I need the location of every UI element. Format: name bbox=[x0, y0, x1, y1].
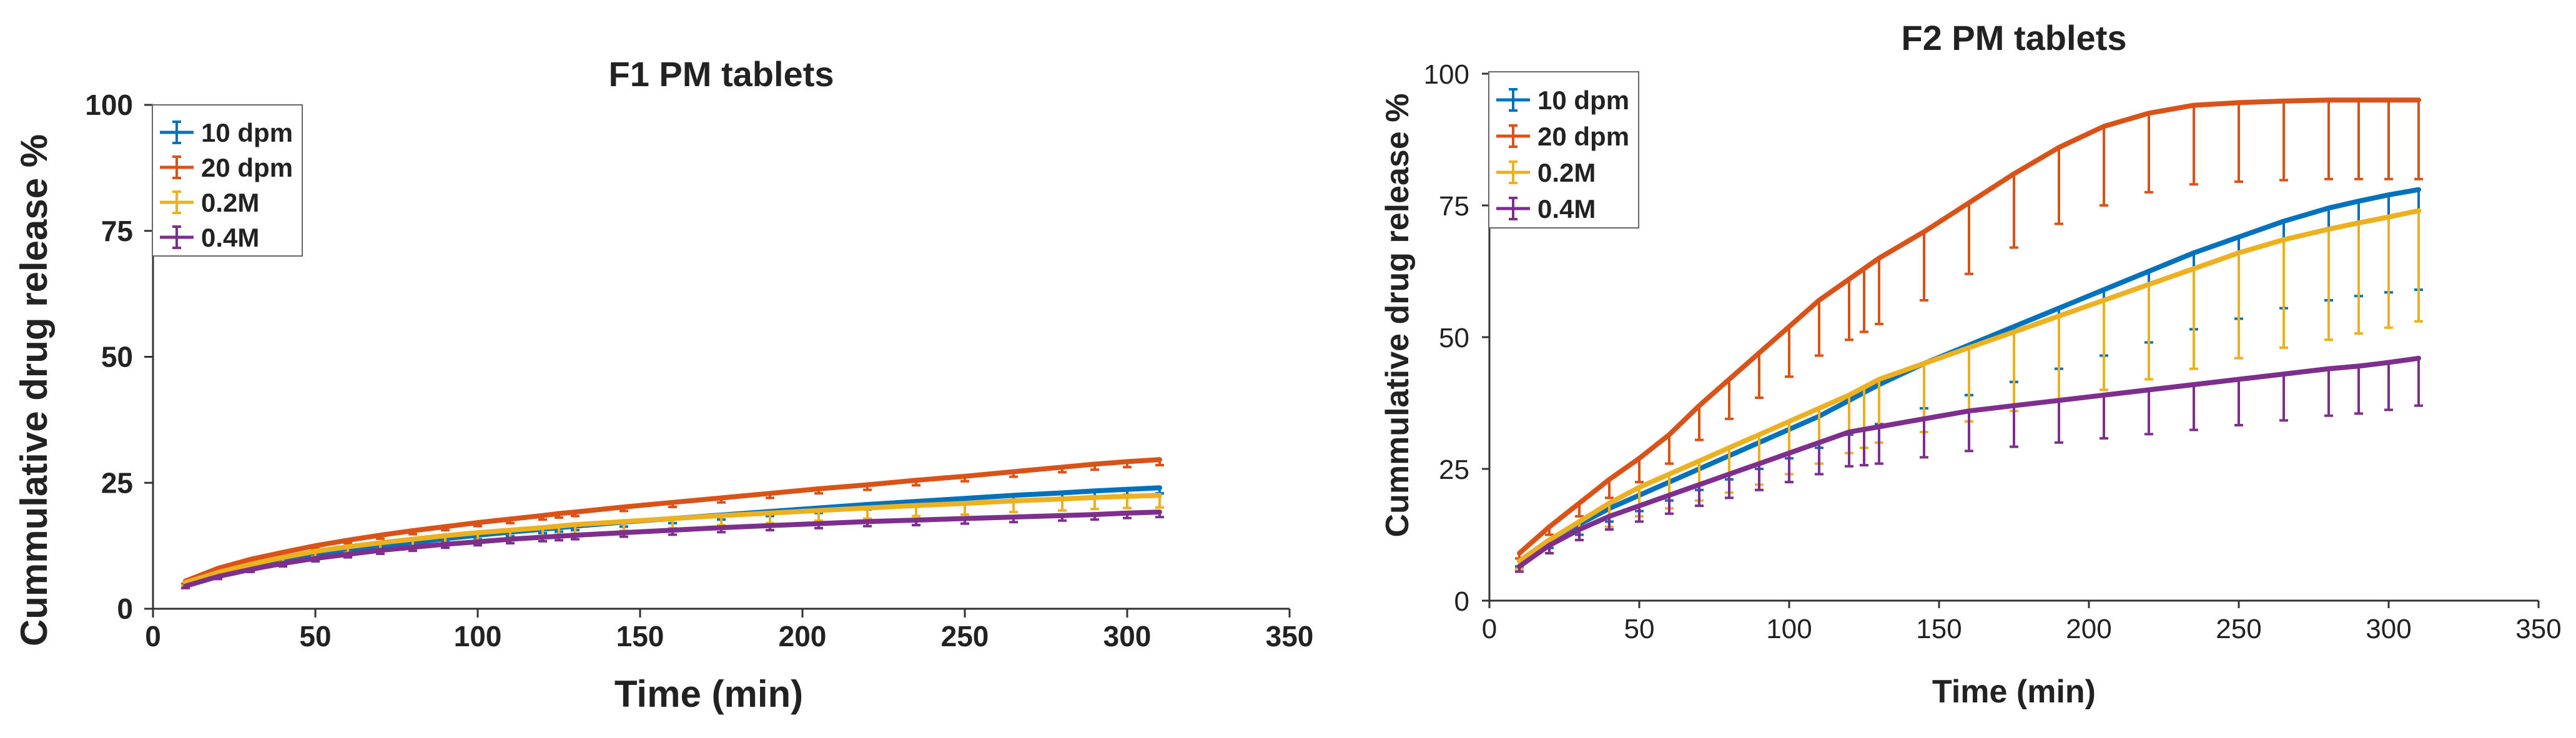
chart-f1-y-axis-label: Cummulative drug release % bbox=[13, 134, 55, 646]
chart-f2-x-tick-label: 150 bbox=[1916, 614, 1962, 644]
chart-f1-legend-label: 0.4M bbox=[201, 223, 259, 252]
chart-f2-legend-label: 20 dpm bbox=[1537, 122, 1629, 151]
chart-f2-y-tick-label: 25 bbox=[1439, 455, 1469, 485]
chart-f1-y-tick-label: 100 bbox=[85, 89, 133, 121]
chart-f2-x-tick-label: 250 bbox=[2216, 614, 2261, 644]
chart-f2-legend: 10 dpm 20 dpm 0.2M 0.4M bbox=[1488, 71, 1639, 229]
chart-f1-legend-item: 20 dpm bbox=[160, 153, 293, 182]
chart-f2-x-tick-label: 200 bbox=[2066, 614, 2111, 644]
chart-f2-legend-label: 0.4M bbox=[1537, 194, 1596, 224]
chart-f2-x-axis-label: Time (min) bbox=[1932, 674, 2096, 710]
chart-f2-legend-item: 20 dpm bbox=[1496, 122, 1629, 151]
chart-f1-x-tick-label: 100 bbox=[454, 620, 502, 652]
chart-f2-legend-item: 10 dpm bbox=[1496, 86, 1629, 115]
chart-f2-legend-item: 0.2M bbox=[1496, 158, 1596, 187]
chart-f2-x-tick-label: 300 bbox=[2366, 614, 2411, 644]
chart-f2-y-tick-label: 0 bbox=[1454, 586, 1469, 617]
chart-f2-y-axis-label: Cummulative drug release % bbox=[1379, 94, 1416, 538]
chart-f1-legend-item: 0.2M bbox=[160, 188, 259, 217]
chart-f1-y-tick-label: 75 bbox=[101, 215, 133, 247]
chart-f2-legend-item: 0.4M bbox=[1496, 194, 1596, 224]
chart-f2-series-20-dpm-line bbox=[1517, 97, 2421, 556]
chart-f1-legend-item: 0.4M bbox=[160, 223, 259, 252]
chart-f1-x-tick-label: 0 bbox=[145, 620, 161, 652]
chart-f2-legend-label: 0.2M bbox=[1537, 158, 1596, 187]
chart-f2-y-tick-label: 50 bbox=[1439, 323, 1469, 353]
chart-f2-x-tick-label: 0 bbox=[1482, 614, 1497, 644]
chart-f1-legend-label: 20 dpm bbox=[201, 153, 293, 182]
chart-f2-series-20-dpm bbox=[1515, 97, 2423, 560]
chart-f1-y-tick-label: 0 bbox=[117, 593, 133, 625]
chart-f2-legend-label: 10 dpm bbox=[1537, 86, 1629, 115]
chart-f1-plot-area: 0 50 100 150 200 250 300 350 0 25 50 75 100 bbox=[85, 89, 1313, 652]
chart-f1-y-tick-label: 50 bbox=[101, 341, 133, 373]
chart-f1-series-20-dpm-line bbox=[183, 457, 1162, 584]
chart-f1-legend-item: 10 dpm bbox=[160, 118, 293, 147]
chart-f2-series-0-4m-line bbox=[1517, 355, 2421, 569]
chart-f2-x-tick-label: 350 bbox=[2515, 614, 2561, 644]
chart-f1: F1 PM tablets Time (min) Cummulative dru… bbox=[13, 54, 1313, 715]
chart-f1-series-0-2m-line bbox=[183, 493, 1162, 585]
chart-f1-x-tick-label: 50 bbox=[299, 620, 331, 652]
chart-f1-title: F1 PM tablets bbox=[609, 54, 834, 94]
chart-f1-x-tick-label: 200 bbox=[779, 620, 827, 652]
chart-f2-y-tick-label: 100 bbox=[1424, 59, 1469, 90]
chart-f1-series-0-2m bbox=[181, 493, 1164, 587]
chart-f2-x-tick-label: 50 bbox=[1624, 614, 1655, 644]
chart-f2-series-0-2m-line bbox=[1517, 208, 2421, 564]
chart-f1-x-tick-label: 150 bbox=[616, 620, 664, 652]
chart-f1-legend-label: 0.2M bbox=[201, 188, 259, 217]
chart-f1-series-0-4m-line bbox=[183, 509, 1162, 589]
chart-f1-x-tick-label: 250 bbox=[941, 620, 989, 652]
chart-f2-y-tick-label: 75 bbox=[1439, 191, 1469, 222]
chart-f1-series-0-4m bbox=[181, 509, 1164, 589]
chart-f2-series-0-4m bbox=[1515, 355, 2423, 573]
chart-f1-legend: 10 dpm 20 dpm 0.2M 0.4M bbox=[152, 104, 303, 257]
chart-f1-x-axis-label: Time (min) bbox=[614, 673, 803, 715]
chart-f1-x-tick-label: 300 bbox=[1103, 620, 1152, 652]
chart-f2-title: F2 PM tablets bbox=[1902, 18, 2127, 57]
chart-f2: F2 PM tablets Time (min) Cummulative dru… bbox=[1379, 18, 2562, 710]
chart-f1-legend-label: 10 dpm bbox=[201, 118, 293, 147]
chart-f1-x-tick-label: 350 bbox=[1266, 620, 1314, 652]
chart-f1-y-tick-label: 25 bbox=[101, 466, 133, 499]
chart-f1-series-20-dpm bbox=[181, 457, 1164, 585]
chart-f2-x-tick-label: 100 bbox=[1766, 614, 1812, 644]
